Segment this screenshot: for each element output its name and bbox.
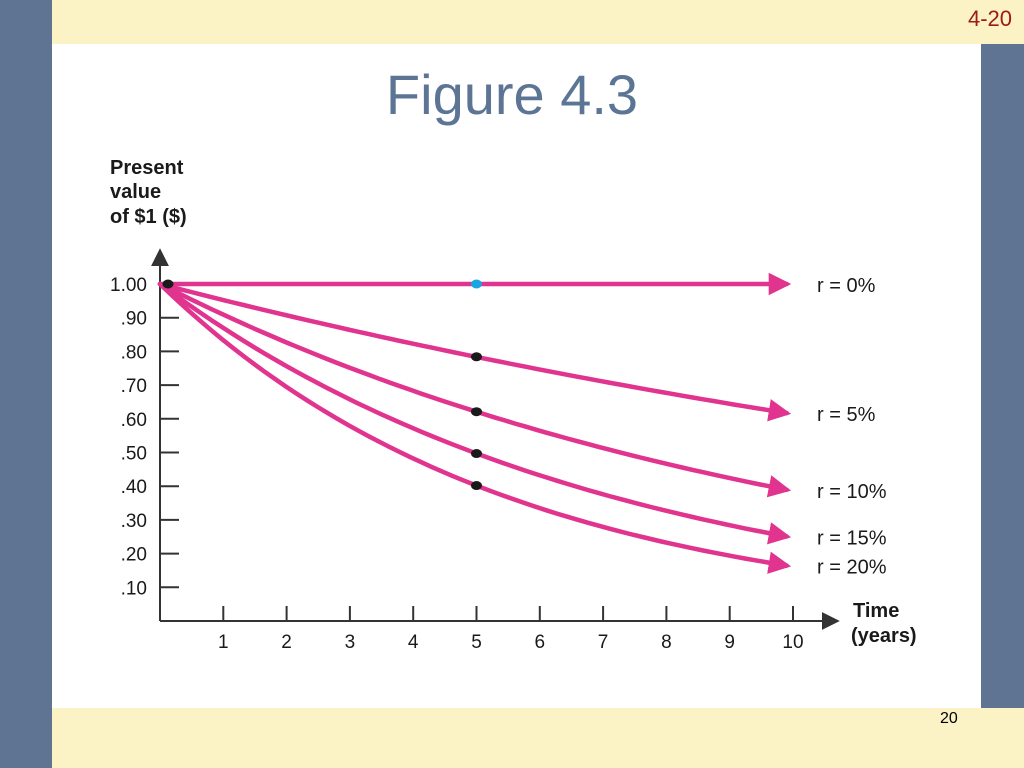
x-tick-label: 3: [345, 632, 356, 653]
series-label-4: r = 20%: [817, 557, 887, 579]
x-tick-label: 4: [408, 632, 419, 653]
data-markers: [162, 279, 482, 491]
x-tick-label: 10: [782, 632, 803, 653]
x-tick-label: 8: [661, 632, 672, 653]
x-tick-label: 9: [724, 632, 735, 653]
bottom-right-band: [998, 708, 1024, 768]
bottom-band: [52, 708, 998, 768]
y-tick-label: .20: [121, 545, 147, 566]
series-labels: r = 0% r = 5% r = 10% r = 15% r = 20%: [817, 275, 887, 579]
y-tick-label: .30: [121, 511, 147, 532]
y-tick-label: .70: [121, 376, 147, 397]
x-tick-label: 7: [598, 632, 609, 653]
right-sidebar-upper: [981, 44, 1024, 108]
series-label-1: r = 5%: [817, 404, 876, 426]
y-axis-label: Present value of $1 ($): [110, 157, 187, 228]
data-marker-2: [471, 352, 482, 362]
left-sidebar: [0, 0, 52, 726]
y-axis-label-line-2: value: [110, 181, 161, 203]
series-lines: [157, 272, 792, 574]
data-marker-3: [471, 407, 482, 417]
page-number: 20: [940, 710, 958, 727]
y-axis-label-line-1: Present: [110, 157, 184, 179]
data-marker-0: [162, 279, 174, 289]
x-tick-label: 2: [281, 632, 292, 653]
slide-tag: 4-20: [967, 6, 1012, 31]
y-tick-label: .10: [121, 578, 147, 599]
right-sidebar-lower: [981, 108, 1024, 708]
y-tick-label: 1.00: [110, 275, 147, 296]
x-tick-label: 1: [218, 632, 229, 653]
x-tick-label: 6: [535, 632, 546, 653]
x-axis-label-line-2: (years): [851, 625, 917, 647]
y-tick-label: .50: [121, 444, 147, 465]
bottom-left-band: [0, 726, 52, 768]
page-title: Figure 4.3: [385, 63, 639, 126]
series-label-0: r = 0%: [817, 275, 876, 297]
y-tick-label: .40: [121, 477, 147, 498]
x-tick-label: 5: [471, 632, 482, 653]
x-axis-label-line-1: Time: [853, 600, 899, 622]
top-band: [35, 0, 1024, 44]
series-line-2: [157, 281, 792, 498]
y-ticks: 1.00 .90 .80 .70 .60 .50 .40 .30 .20 .10: [110, 275, 179, 599]
axes: [151, 248, 840, 630]
x-axis-label: Time (years): [851, 600, 917, 647]
y-tick-label: .80: [121, 342, 147, 363]
y-tick-label: .90: [121, 309, 147, 330]
data-marker-4: [471, 449, 482, 459]
data-marker-1: [471, 279, 482, 289]
data-marker-5: [471, 481, 482, 491]
y-tick-label: .60: [121, 410, 147, 431]
x-ticks: 1 2 3 4 5 6 7 8 9 10: [218, 606, 804, 653]
y-axis-label-line-3: of $1 ($): [110, 206, 187, 228]
series-label-3: r = 15%: [817, 528, 887, 550]
series-label-2: r = 10%: [817, 481, 887, 503]
